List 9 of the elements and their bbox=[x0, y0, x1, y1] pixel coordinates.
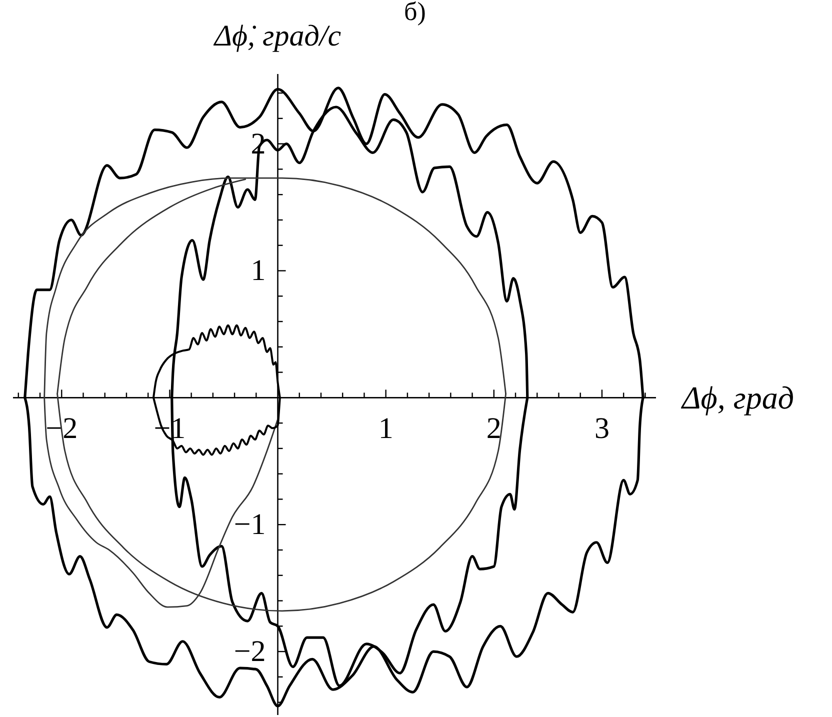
y-axis-title: Δϕ̇, град/с bbox=[213, 20, 342, 52]
x-tick-label: 3 bbox=[594, 412, 610, 446]
x-tick-label: 1 bbox=[378, 412, 394, 446]
x-axis-title: Δϕ, град bbox=[680, 380, 794, 416]
x-tick-label: 2 bbox=[486, 412, 502, 446]
y-tick-label: 1 bbox=[250, 254, 266, 288]
y-tick-label: −1 bbox=[234, 508, 266, 542]
chart-title: б) bbox=[404, 0, 426, 26]
y-tick-label: −2 bbox=[234, 635, 266, 668]
